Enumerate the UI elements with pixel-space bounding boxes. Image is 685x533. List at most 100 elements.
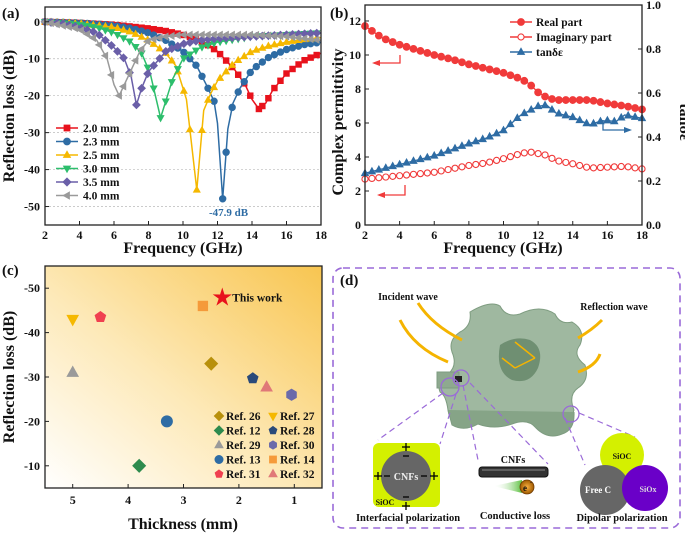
y2-tick-label: 0.8 — [646, 42, 661, 56]
data-point — [276, 48, 285, 56]
y-tick-label: -50 — [24, 281, 40, 295]
data-point — [513, 73, 522, 82]
x-tick-label: 18 — [315, 228, 327, 242]
data-point — [409, 44, 418, 53]
data-point — [222, 57, 230, 64]
data-point — [260, 380, 273, 392]
legend-item-ref-27: Ref. 27 — [268, 411, 315, 423]
data-point — [197, 44, 207, 52]
data-point — [258, 43, 267, 51]
data-point — [416, 47, 425, 55]
legend-item-3-0-mm: 3.0 mm — [56, 164, 120, 176]
data-point — [436, 148, 446, 157]
data-point — [191, 47, 200, 55]
legend-item-2-0-mm: 2.0 mm — [56, 123, 120, 135]
x-tick-label: 12 — [532, 228, 544, 242]
data-point — [617, 101, 626, 110]
point-ref-13 — [160, 415, 173, 428]
data-point — [125, 38, 134, 46]
legend-marker — [62, 191, 70, 200]
data-point — [118, 82, 127, 91]
legend-label: Ref. 27 — [280, 411, 315, 423]
legend-label: tanδε — [536, 47, 563, 59]
data-point — [534, 149, 542, 158]
data-point — [143, 64, 152, 72]
legend-marker — [213, 410, 225, 422]
x-tick-label: 10 — [498, 228, 510, 242]
data-point — [192, 185, 201, 193]
point-this-work: This work — [212, 287, 283, 306]
data-point — [234, 55, 243, 63]
data-point — [624, 163, 632, 171]
data-point — [264, 41, 273, 49]
legend-label: Ref. 30 — [280, 440, 315, 452]
legend-marker — [63, 137, 71, 146]
legend-item-ref-12: Ref. 12 — [213, 425, 261, 438]
legend-label: 2.5 mm — [83, 150, 120, 162]
legend-item-4-0-mm: 4.0 mm — [56, 191, 120, 203]
x-axis-label-c: Thickness (mm) — [128, 516, 238, 533]
x-tick-label: 5 — [70, 493, 76, 507]
data-point — [499, 68, 508, 77]
data-point — [367, 166, 377, 175]
data-point — [300, 40, 309, 49]
panel-d-mechanism-diagram: (d) Incident wave Reflection wave — [332, 267, 681, 529]
data-point — [534, 88, 543, 97]
data-point — [137, 32, 146, 40]
data-point — [375, 174, 383, 182]
data-point — [554, 108, 564, 117]
electron-label: e — [523, 483, 527, 493]
data-point — [478, 134, 487, 143]
data-point — [485, 65, 494, 74]
legend-marker — [269, 455, 277, 464]
data-point — [246, 372, 259, 384]
cnfs-core-label: CNFs — [394, 472, 419, 483]
legend-marker — [62, 165, 72, 174]
x-tick-label: 12 — [212, 228, 224, 242]
data-point — [185, 51, 194, 59]
legend-item-ref-31: Ref. 31 — [214, 469, 261, 481]
data-point — [100, 35, 110, 45]
panel-label-c: (c) — [2, 263, 19, 279]
data-point — [610, 116, 619, 125]
data-point — [197, 300, 209, 312]
data-point — [179, 86, 188, 94]
legend-marker — [517, 18, 525, 26]
data-point — [160, 415, 173, 428]
data-point — [113, 46, 122, 56]
x-tick-label: 4 — [397, 228, 403, 242]
data-point — [197, 125, 207, 134]
data-point — [443, 146, 453, 154]
data-point — [167, 56, 176, 64]
data-point — [624, 102, 633, 111]
annotation-min-rl: -47.9 dB — [209, 207, 249, 219]
data-point — [471, 62, 480, 70]
data-point — [94, 310, 107, 323]
legend-marker — [214, 469, 224, 478]
data-point — [234, 88, 242, 96]
data-point — [374, 31, 383, 40]
data-point — [265, 94, 272, 102]
data-point — [46, 19, 54, 28]
data-point — [575, 96, 584, 104]
data-point — [113, 31, 122, 40]
legend-label: Ref. 29 — [226, 440, 261, 452]
data-point — [234, 71, 242, 78]
point-ref-14 — [197, 300, 209, 312]
data-point — [167, 79, 176, 87]
data-point — [167, 44, 177, 54]
data-point — [458, 163, 466, 171]
data-point — [589, 96, 598, 105]
data-point — [485, 131, 494, 140]
data-point — [589, 164, 598, 172]
legend-item-ref-29: Ref. 29 — [214, 439, 261, 452]
point-ref-31 — [94, 310, 107, 323]
data-point — [555, 157, 563, 165]
data-point — [506, 71, 515, 80]
x-tick-label: 6 — [111, 228, 117, 242]
x-axis-label-b: Frequency (GHz) — [443, 240, 562, 257]
data-point — [368, 26, 376, 35]
data-point — [150, 25, 157, 33]
data-point — [156, 115, 165, 123]
